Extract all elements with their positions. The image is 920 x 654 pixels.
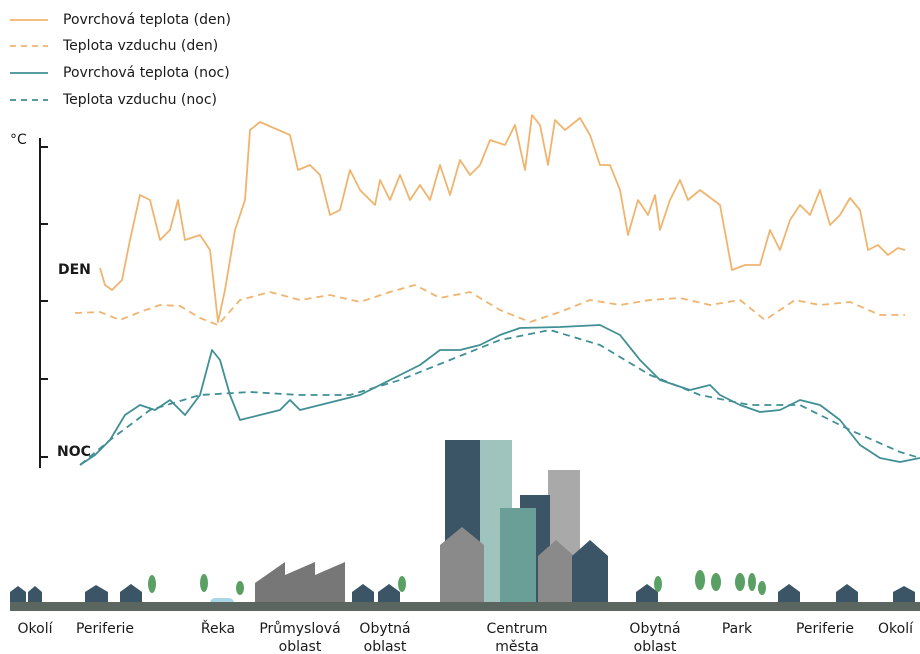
zone-label: Periferie <box>796 621 854 637</box>
zone-label: oblast <box>279 639 322 654</box>
axis-unit: °C <box>10 132 27 148</box>
zone-label: Park <box>722 621 753 637</box>
zone-label: Obytná <box>359 621 410 637</box>
day-label: DEN <box>58 262 91 278</box>
legend-label: Teplota vzduchu (den) <box>62 38 218 54</box>
city-illustration <box>10 440 920 611</box>
night-label: NOC <box>57 444 91 460</box>
night-surface-curve <box>79 324 920 466</box>
zone-labels: Okolí Periferie Řeka Průmyslová oblast O… <box>18 620 915 654</box>
zone-label: Periferie <box>76 621 134 637</box>
legend-label: Teplota vzduchu (noc) <box>62 92 217 108</box>
day-surface-curve <box>99 114 906 323</box>
zone-label: Okolí <box>18 621 54 637</box>
legend-label: Povrchová teplota (den) <box>63 12 231 28</box>
legend-label: Povrchová teplota (noc) <box>63 65 230 81</box>
axis <box>39 138 48 468</box>
zone-label: oblast <box>634 639 677 654</box>
zone-label: Řeka <box>201 620 235 637</box>
zone-label: Průmyslová <box>259 621 340 637</box>
zone-label: oblast <box>364 639 407 654</box>
zone-label: Obytná <box>629 621 680 637</box>
zone-label: Okolí <box>878 621 914 637</box>
zone-label: Centrum <box>486 621 547 637</box>
legend: Povrchová teplota (den) Teplota vzduchu … <box>10 12 231 108</box>
zone-label: města <box>495 639 539 654</box>
day-air-curve <box>74 284 905 326</box>
